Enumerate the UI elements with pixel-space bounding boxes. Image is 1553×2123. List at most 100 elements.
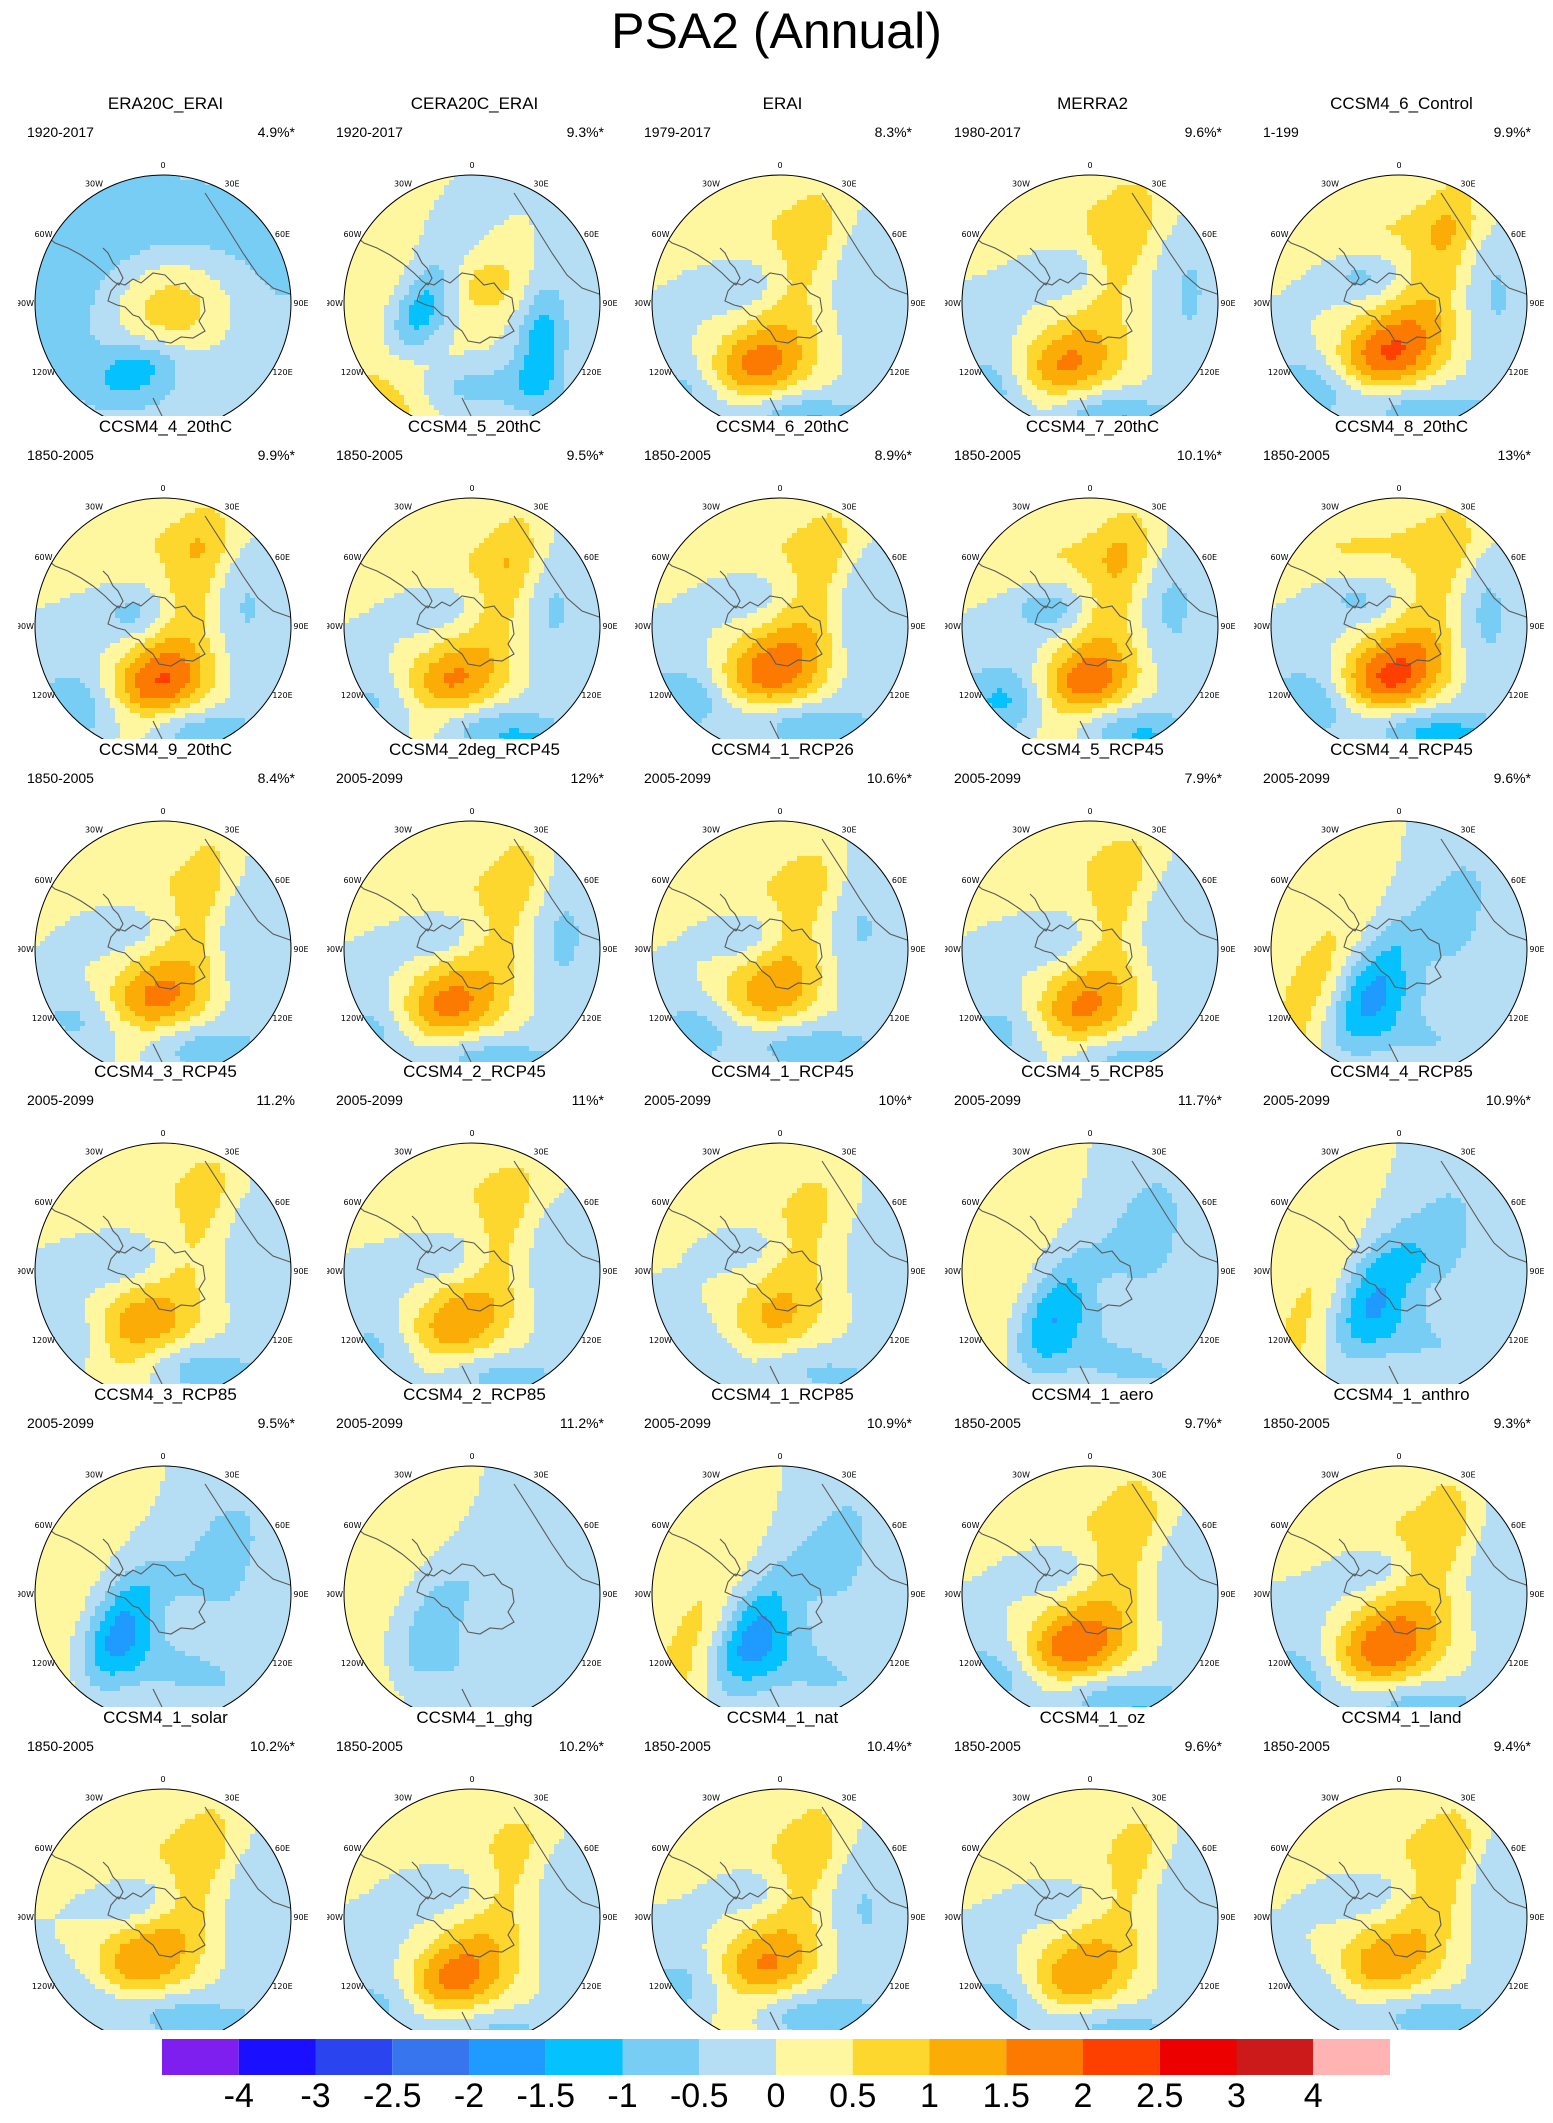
field-cell bbox=[215, 175, 221, 181]
field-cell bbox=[70, 280, 76, 286]
field-cell bbox=[150, 220, 156, 226]
field-cell bbox=[434, 375, 440, 381]
field-cell bbox=[589, 270, 595, 276]
field-cell bbox=[265, 365, 271, 371]
field-cell bbox=[170, 200, 176, 206]
field-cell bbox=[429, 290, 435, 296]
field-cell bbox=[409, 210, 415, 216]
field-cell bbox=[559, 375, 565, 381]
field-cell bbox=[564, 340, 570, 346]
field-cell bbox=[40, 210, 46, 216]
field-cell bbox=[105, 245, 111, 251]
field-cell bbox=[180, 320, 186, 326]
field-cell bbox=[549, 335, 555, 341]
field-cell bbox=[190, 370, 196, 376]
field-cell bbox=[210, 400, 216, 406]
field-cell bbox=[349, 275, 355, 281]
field-cell bbox=[559, 295, 565, 301]
field-cell bbox=[280, 295, 286, 301]
field-cell bbox=[419, 190, 425, 196]
field-cell bbox=[135, 345, 141, 351]
field-cell bbox=[539, 365, 545, 371]
field-cell bbox=[479, 315, 485, 321]
field-cell bbox=[100, 275, 106, 281]
field-cell bbox=[235, 210, 241, 216]
field-cell bbox=[434, 355, 440, 361]
field-cell bbox=[559, 195, 565, 201]
field-cell bbox=[90, 335, 96, 341]
field-cell bbox=[519, 335, 525, 341]
field-cell bbox=[195, 345, 201, 351]
field-cell bbox=[240, 195, 246, 201]
field-cell bbox=[499, 325, 505, 331]
field-cell bbox=[439, 365, 445, 371]
field-cell bbox=[160, 230, 166, 236]
field-cell bbox=[95, 380, 101, 386]
field-cell bbox=[70, 260, 76, 266]
field-cell bbox=[504, 275, 510, 281]
field-cell bbox=[55, 285, 61, 291]
field-cell bbox=[519, 215, 525, 221]
field-cell bbox=[469, 255, 475, 261]
field-cell bbox=[90, 245, 96, 251]
field-cell bbox=[180, 285, 186, 291]
field-cell bbox=[449, 220, 455, 226]
field-cell bbox=[40, 215, 46, 221]
field-cell bbox=[245, 290, 251, 296]
field-cell bbox=[220, 385, 226, 391]
field-cell bbox=[404, 350, 410, 356]
field-cell bbox=[65, 250, 71, 256]
field-cell bbox=[140, 365, 146, 371]
field-cell bbox=[534, 365, 540, 371]
field-cell bbox=[250, 350, 256, 356]
field-cell bbox=[145, 190, 151, 196]
field-cell bbox=[255, 305, 261, 311]
field-cell bbox=[504, 375, 510, 381]
field-cell bbox=[564, 380, 570, 386]
field-cell bbox=[235, 355, 241, 361]
field-cell bbox=[245, 335, 251, 341]
field-cell bbox=[514, 315, 520, 321]
field-cell bbox=[230, 350, 236, 356]
field-cell bbox=[65, 180, 71, 186]
field-cell bbox=[65, 240, 71, 246]
field-cell bbox=[584, 305, 590, 311]
field-cell bbox=[529, 275, 535, 281]
field-cell bbox=[444, 295, 450, 301]
field-cell bbox=[250, 380, 256, 386]
field-cell bbox=[165, 315, 171, 321]
field-cell bbox=[90, 340, 96, 346]
field-cell bbox=[190, 275, 196, 281]
field-cell bbox=[359, 205, 365, 211]
field-cell bbox=[519, 260, 525, 266]
field-cell bbox=[554, 300, 560, 306]
field-cell bbox=[50, 350, 56, 356]
field-cell bbox=[130, 375, 136, 381]
field-cell bbox=[439, 265, 445, 271]
field-cell bbox=[270, 280, 276, 286]
field-cell bbox=[165, 255, 171, 261]
field-cell bbox=[160, 205, 166, 211]
field-cell bbox=[245, 225, 251, 231]
field-cell bbox=[140, 300, 146, 306]
field-cell bbox=[185, 360, 191, 366]
field-cell bbox=[504, 255, 510, 261]
field-cell bbox=[354, 220, 360, 226]
field-cell bbox=[479, 345, 485, 351]
field-cell bbox=[185, 245, 191, 251]
field-cell bbox=[554, 190, 560, 196]
field-cell bbox=[275, 260, 281, 266]
field-cell bbox=[175, 395, 181, 401]
field-cell bbox=[110, 325, 116, 331]
field-cell bbox=[215, 195, 221, 201]
field-cell bbox=[250, 290, 256, 296]
field-cell bbox=[494, 315, 500, 321]
field-cell bbox=[160, 240, 166, 246]
field-cell bbox=[549, 315, 555, 321]
field-cell bbox=[369, 360, 375, 366]
field-cell bbox=[95, 250, 101, 256]
field-cell bbox=[599, 265, 605, 271]
field-cell bbox=[140, 215, 146, 221]
field-cell bbox=[95, 245, 101, 251]
field-cell bbox=[489, 200, 495, 206]
